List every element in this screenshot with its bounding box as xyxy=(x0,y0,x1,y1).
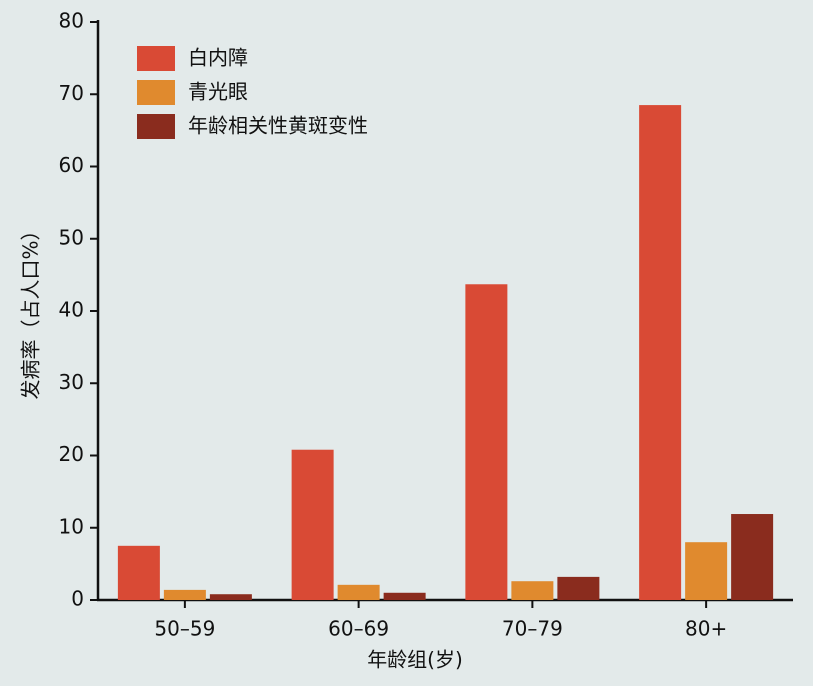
legend-swatch xyxy=(137,114,175,139)
legend-swatch xyxy=(137,80,175,105)
y-tick-label: 30 xyxy=(59,370,84,394)
bar xyxy=(117,545,160,600)
x-axis-label: 年龄组(岁) xyxy=(367,648,463,672)
y-tick-label: 60 xyxy=(59,153,84,177)
legend-label: 青光眼 xyxy=(188,80,248,104)
y-tick-label: 10 xyxy=(59,514,84,538)
x-tick-label: 70–79 xyxy=(502,617,563,641)
bar xyxy=(337,584,380,600)
bar xyxy=(557,576,600,600)
legend-label: 年龄相关性黄斑变性 xyxy=(188,114,368,138)
x-tick-label: 50–59 xyxy=(154,617,215,641)
bar xyxy=(383,592,426,600)
x-tick-label: 60–69 xyxy=(328,617,389,641)
y-tick-label: 40 xyxy=(59,298,84,322)
x-tick-label: 80+ xyxy=(685,617,727,641)
legend-swatch xyxy=(137,46,175,71)
y-axis-label: 发病率（占人口%） xyxy=(19,220,43,399)
y-tick-label: 80 xyxy=(59,9,84,33)
legend-label: 白内障 xyxy=(188,46,248,70)
bar xyxy=(731,514,774,600)
y-tick-label: 20 xyxy=(59,442,84,466)
bar xyxy=(163,589,206,600)
y-tick-label: 50 xyxy=(59,225,84,249)
y-tick-label: 0 xyxy=(71,587,84,611)
bar xyxy=(291,449,334,600)
bar xyxy=(209,594,252,600)
bar xyxy=(685,542,728,600)
bar xyxy=(511,581,554,600)
bar xyxy=(639,105,682,601)
y-tick-label: 70 xyxy=(59,81,84,105)
bar xyxy=(465,284,508,600)
